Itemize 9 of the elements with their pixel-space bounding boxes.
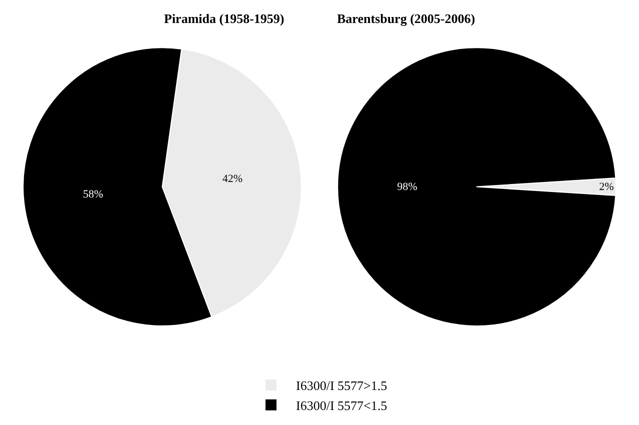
chart-title: Barentsburg (2005-2006) bbox=[337, 11, 476, 26]
chart-title: Piramida (1958-1959) bbox=[164, 11, 284, 26]
data-label: 98% bbox=[397, 180, 418, 193]
data-label: 42% bbox=[222, 172, 243, 185]
pie-slice bbox=[337, 47, 616, 326]
data-label: 58% bbox=[83, 188, 104, 201]
legend-label: I6300/I 5577<1.5 bbox=[296, 398, 388, 413]
data-label: 2% bbox=[599, 180, 614, 193]
legend-label: I6300/I 5577>1.5 bbox=[296, 378, 388, 394]
